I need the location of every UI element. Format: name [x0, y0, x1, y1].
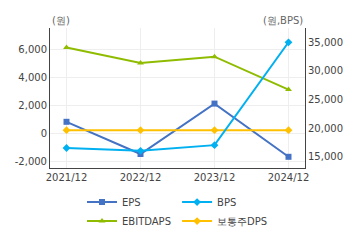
svg-text:2023/12: 2023/12 [194, 172, 236, 183]
svg-text:(원): (원) [52, 15, 70, 26]
svg-text:2021/12: 2021/12 [46, 172, 88, 183]
svg-text:20,000: 20,000 [308, 123, 343, 134]
svg-text:2024/12: 2024/12 [268, 172, 310, 183]
svg-text:2022/12: 2022/12 [120, 172, 162, 183]
svg-text:25,000: 25,000 [308, 94, 343, 105]
svg-text:-2,000: -2,000 [15, 156, 47, 167]
svg-text:EBITDAPS: EBITDAPS [122, 216, 171, 227]
svg-text:EPS: EPS [122, 197, 141, 208]
svg-text:6,000: 6,000 [18, 44, 47, 55]
svg-text:30,000: 30,000 [308, 65, 343, 76]
svg-text:(원,BPS): (원,BPS) [263, 15, 303, 26]
svg-text:BPS: BPS [217, 197, 236, 208]
svg-text:4,000: 4,000 [18, 72, 47, 83]
svg-text:보통주DPS: 보통주DPS [217, 216, 267, 227]
svg-text:0: 0 [41, 128, 47, 139]
svg-text:35,000: 35,000 [308, 37, 343, 48]
svg-text:15,000: 15,000 [308, 151, 343, 162]
svg-text:2,000: 2,000 [18, 100, 47, 111]
